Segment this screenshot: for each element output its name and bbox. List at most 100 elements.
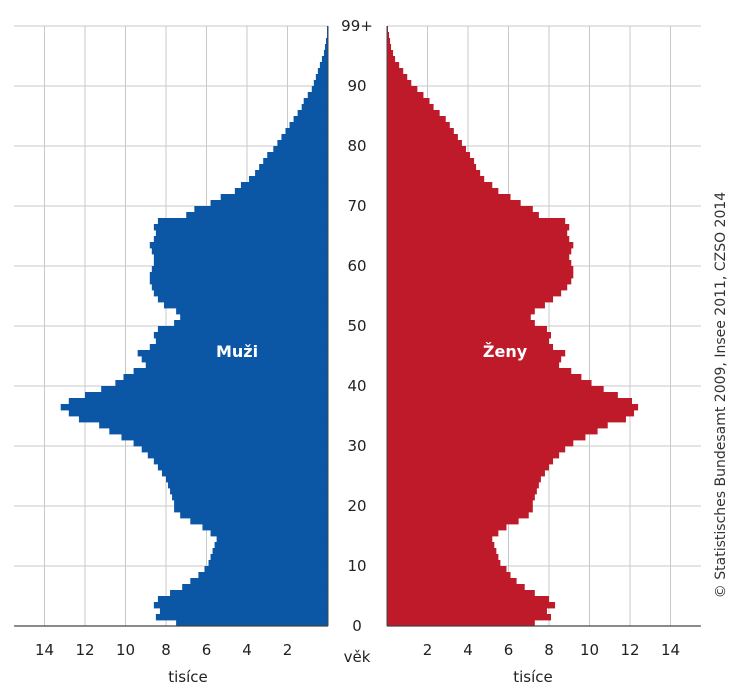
age-tick-label: 40 [347,377,366,395]
female-bar [387,452,560,459]
female-bar [387,602,556,609]
female-bar [387,62,400,69]
female-bar [387,260,572,267]
male-bar [208,560,328,567]
right-x-axis-label: tisíce [513,668,553,686]
female-bar [387,284,568,291]
male-bar [172,494,328,501]
male-bar [153,260,328,267]
female-bar [387,212,539,219]
male-bar [141,446,328,453]
male-bar [202,524,328,531]
male-bar [85,392,328,399]
female-bar [387,416,626,423]
male-bar [153,332,328,339]
female-bar [387,98,430,105]
male-bar [297,110,328,117]
female-bar [387,236,570,243]
male-bar [301,104,328,111]
age-tick-label: 30 [347,437,366,455]
male-bar [281,134,328,141]
female-bar [387,440,574,447]
male-bar [180,512,328,519]
male-bar [153,290,328,297]
female-bar [387,434,586,441]
female-bar [387,374,582,381]
male-bar [325,38,328,45]
male-bar [216,536,328,543]
female-bar [387,272,574,279]
female-bar [387,248,572,255]
female-bar [387,92,424,99]
male-bar [303,98,328,105]
source-credit: © Statistisches Bundesamt 2009, Insee 20… [713,192,729,598]
male-bar [210,554,328,561]
male-bar [151,284,328,291]
male-bar [190,578,328,585]
male-bar [263,158,328,165]
male-bar [194,206,328,213]
female-bar [387,482,539,489]
female-bar [387,38,391,45]
male-bar [151,248,328,255]
female-bar [387,224,570,231]
female-bar [387,422,608,429]
male-bar [210,200,328,207]
female-bar [387,410,635,417]
female-bar [387,32,390,39]
male-bar [285,128,328,135]
right-x-tick-label: 6 [504,641,514,659]
female-bar [387,356,562,363]
male-bar [220,194,328,201]
female-bar [387,428,598,435]
female-bar [387,134,458,141]
age-tick-labels: 0 10 20 30 40 50 60 70 80 90 99+ [341,17,373,635]
female-bar [387,326,547,333]
male-bar [273,146,328,153]
left-x-tick-label: 4 [242,641,252,659]
male-bar [109,428,328,435]
male-bar [313,80,328,87]
male-bar [161,470,328,477]
female-bar [387,614,552,621]
female-bar [387,542,495,549]
male-bar [157,596,328,603]
male-bar [190,518,328,525]
female-bar [387,350,566,357]
male-bar [186,212,328,219]
male-bar [133,440,328,447]
male-bar [214,542,328,549]
female-bar [387,530,499,537]
male-bar [149,242,328,249]
male-bar [68,398,329,405]
male-bar [153,254,328,261]
female-bar [387,128,454,135]
male-bar [157,296,328,303]
male-bar [180,314,328,321]
female-bar [387,572,511,579]
female-bar [387,68,404,75]
male-bar [323,50,328,57]
male-bar [170,488,328,495]
male-bar [153,236,328,243]
male-bar [293,116,328,123]
age-tick-label: 50 [347,317,366,335]
female-bar [387,140,462,147]
male-bar [249,176,328,183]
female-bar [387,494,535,501]
female-bar [387,278,572,285]
female-bar [387,518,519,525]
female-bar [387,44,392,51]
female-bar [387,176,485,183]
left-x-tick-label: 10 [116,641,135,659]
female-bar [387,290,562,297]
female-bar [387,608,547,615]
female-bar [387,80,412,87]
male-bar [155,230,328,237]
male-bar [99,422,328,429]
male-bar [234,188,328,195]
axis-lines [14,26,701,627]
male-bar [157,464,328,471]
female-bar [387,158,475,165]
